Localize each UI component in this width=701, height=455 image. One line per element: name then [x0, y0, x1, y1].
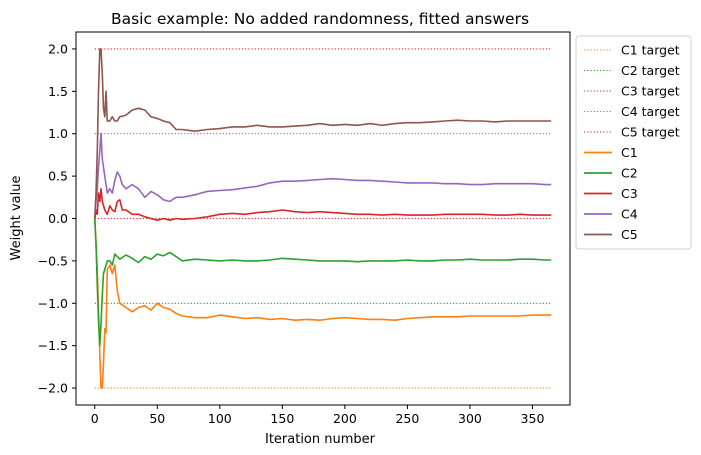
y-tick-label: −1.0 [38, 296, 68, 311]
x-tick-label: 50 [149, 411, 165, 426]
plot-frame [75, 31, 571, 406]
series-line-c2 [94, 218, 552, 347]
y-tick-label: 0.5 [48, 169, 68, 184]
legend-entry-label: C3 [621, 186, 638, 201]
series-line-c3 [94, 188, 552, 221]
x-tick-label: 350 [521, 411, 545, 426]
legend-entry-label: C2 [621, 166, 638, 181]
x-tick-label: 0 [91, 411, 99, 426]
series-line-c4 [94, 132, 552, 219]
legend-entry-label: C5 target [621, 125, 680, 140]
plot-lines [94, 48, 552, 389]
legend-entry-label: C2 target [621, 63, 680, 78]
y-tick-label: 0.0 [48, 211, 68, 226]
x-axis-label: Iteration number [265, 432, 376, 447]
legend-entry-label: C1 [621, 145, 638, 160]
y-axis-ticks: −2.0 −1.5 −1.0 −0.5 0.0 0.5 1.0 1.5 2.0 [38, 41, 76, 396]
legend-entry-label: C5 [621, 227, 638, 242]
y-tick-label: −1.5 [38, 338, 68, 353]
y-tick-label: 2.0 [48, 41, 68, 56]
x-tick-label: 200 [333, 411, 357, 426]
legend-entry-label: C4 target [621, 104, 680, 119]
legend-box [575, 35, 692, 250]
legend-entry-label: C3 target [621, 84, 680, 99]
x-axis-ticks: 0 50 100 150 200 250 300 350 [91, 405, 545, 426]
legend-entry-label: C1 target [621, 43, 680, 58]
legend-entry-label: C4 [621, 207, 638, 222]
chart-title: Basic example: No added randomness, fitt… [111, 10, 529, 28]
y-tick-label: −2.0 [38, 381, 68, 396]
y-tick-label: 1.5 [48, 84, 68, 99]
y-axis-label: Weight value [9, 176, 24, 261]
x-tick-label: 300 [458, 411, 482, 426]
series-line-c1 [94, 218, 552, 389]
legend: C1 target C2 target C3 target C4 target C5 t… [575, 35, 692, 250]
x-tick-label: 150 [270, 411, 294, 426]
y-tick-label: −0.5 [38, 253, 68, 268]
x-tick-label: 250 [395, 411, 419, 426]
series-line-c5 [94, 48, 552, 219]
x-tick-label: 100 [208, 411, 232, 426]
y-tick-label: 1.0 [48, 126, 68, 141]
